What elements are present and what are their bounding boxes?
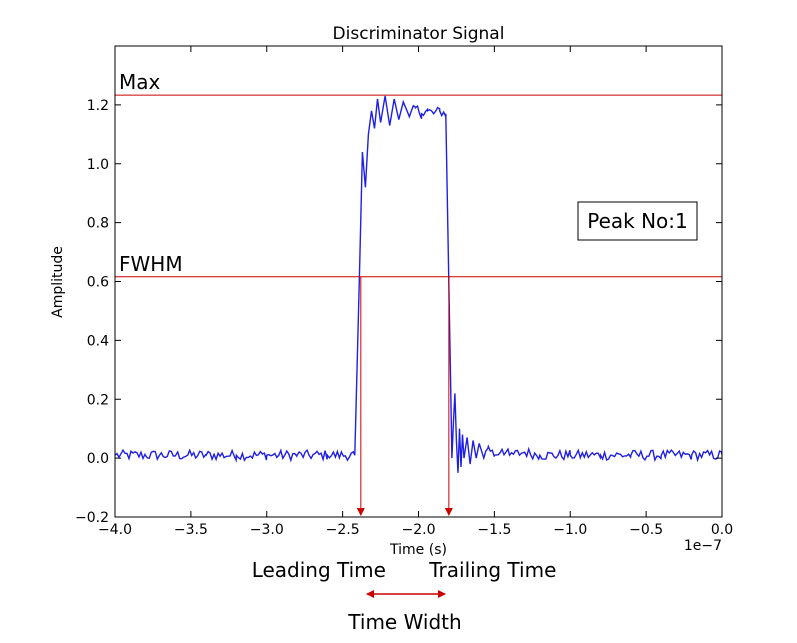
plot-frame — [114, 45, 723, 518]
peak-annotation-text: Peak No:1 — [587, 209, 688, 233]
series-layer — [115, 95, 722, 473]
x-tick-label: −2.0 — [402, 522, 436, 538]
x-tick-label: −0.5 — [629, 522, 663, 538]
y-tick-label: 0.4 — [87, 333, 109, 349]
y-tick-label: −0.2 — [75, 510, 109, 526]
y-tick-label: 0.8 — [87, 216, 109, 232]
marker-label-trailing: Trailing Time — [428, 558, 556, 582]
y-tick-label: 0.6 — [87, 275, 109, 291]
time-width-label: Time Width — [347, 610, 461, 634]
x-tick-label: −4.0 — [98, 522, 132, 538]
reference-label-fwhm: FWHM — [119, 252, 183, 276]
x-tick-label: −1.5 — [477, 522, 511, 538]
peak-annotation-box — [577, 201, 698, 241]
time-markers: Leading Time Trailing Time — [252, 276, 556, 582]
reference-label-max: Max — [119, 70, 161, 94]
x-tick-label: 0.0 — [711, 522, 733, 538]
axis-ticks: −4.0 −3.5 −3.0 −2.5 −2.0 −1.5 −1.0 −0.5 0.0 −0.2 0… — [75, 46, 733, 538]
reference-lines: Max FWHM — [115, 70, 722, 278]
marker-label-leading: Leading Time — [252, 558, 386, 582]
chart-title: Discriminator Signal — [333, 24, 505, 44]
series-line — [115, 95, 722, 473]
x-tick-label: −3.5 — [174, 522, 208, 538]
x-tick-label: −2.5 — [326, 522, 360, 538]
x-tick-label: −3.0 — [250, 522, 284, 538]
y-tick-label: 1.2 — [87, 98, 109, 114]
x-axis-label: Time (s) — [389, 542, 447, 558]
x-offset-label: 1e−7 — [684, 538, 722, 554]
y-tick-label: 0.0 — [87, 451, 109, 467]
y-tick-label: 1.0 — [87, 157, 109, 173]
y-axis-label: Amplitude — [50, 246, 66, 318]
x-tick-label: −1.0 — [553, 522, 587, 538]
y-tick-label: 0.2 — [87, 392, 109, 408]
